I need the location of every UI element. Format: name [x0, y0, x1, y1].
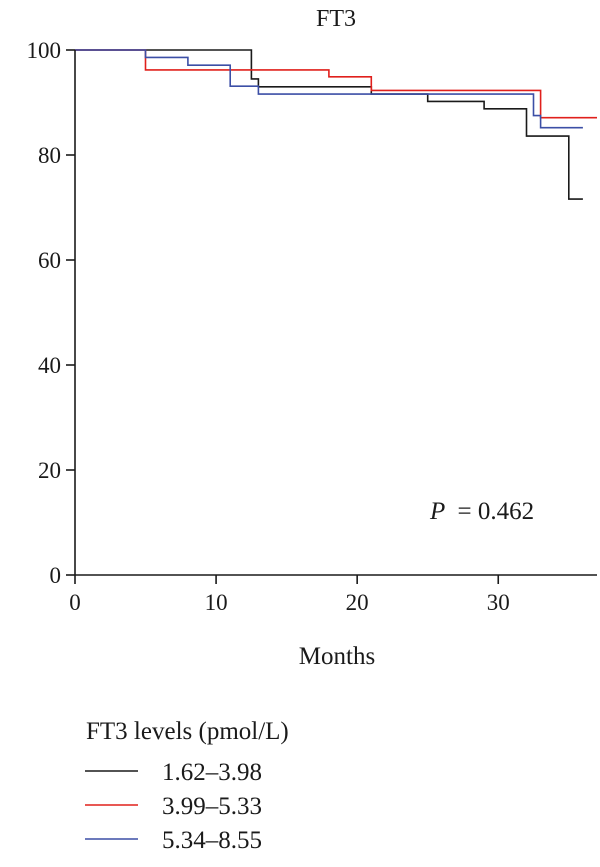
- y-tick-label: 0: [50, 563, 62, 588]
- plot-area: [75, 49, 597, 200]
- legend-label-1: 1.62–3.98: [162, 759, 262, 786]
- legend: FT3 levels (pmol/L) 1.62–3.98 3.99–5.33 5.…: [85, 718, 289, 854]
- y-tick-label: 60: [38, 248, 61, 273]
- y-tick-label: 20: [38, 458, 61, 483]
- legend-title: FT3 levels (pmol/L): [86, 718, 289, 745]
- p-label: P: [429, 498, 445, 525]
- x-tick-label: 30: [487, 590, 510, 615]
- x-tick-label: 10: [205, 590, 228, 615]
- p-value: = 0.462: [458, 498, 535, 525]
- y-tick-label: 80: [38, 143, 61, 168]
- series-line-2: [75, 49, 597, 119]
- p-value-annotation: P = 0.462: [429, 498, 534, 525]
- legend-label-3: 5.34–8.55: [162, 827, 262, 854]
- legend-label-2: 3.99–5.33: [162, 793, 262, 820]
- chart-title: FT3: [316, 6, 356, 32]
- x-axis-label: Months: [299, 643, 375, 670]
- x-tick-label: 0: [69, 590, 81, 615]
- series-line-3: [75, 49, 583, 129]
- series-line-1: [75, 49, 583, 200]
- x-tick-label: 20: [346, 590, 369, 615]
- y-tick-label: 40: [38, 353, 61, 378]
- axes: 0 20 40 60 80 100 0 10 20 30: [27, 38, 597, 615]
- y-tick-label: 100: [27, 38, 62, 63]
